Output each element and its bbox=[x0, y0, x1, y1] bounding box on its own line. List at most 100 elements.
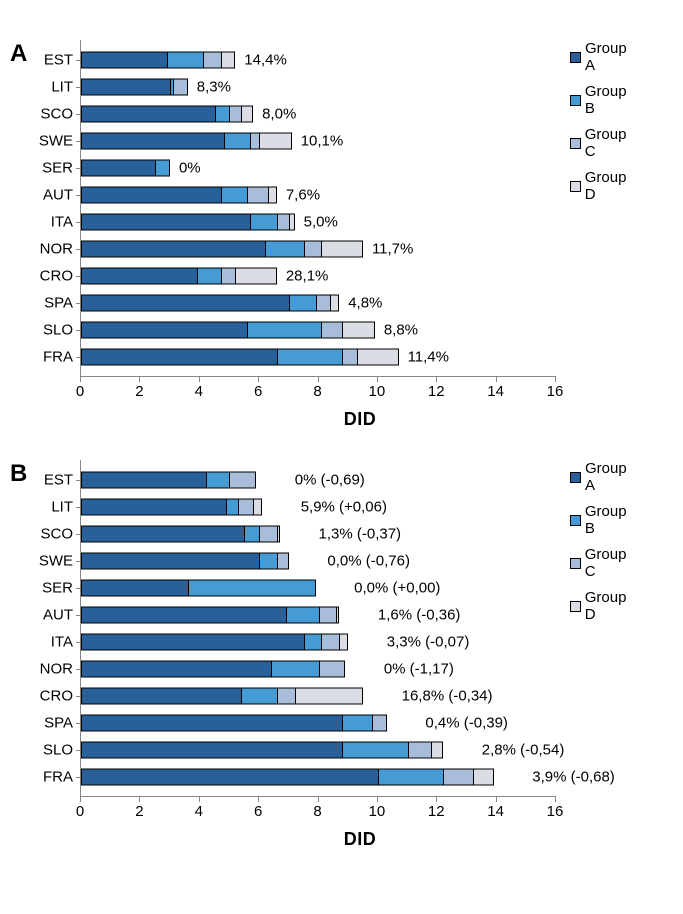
panel-b-label: B bbox=[10, 460, 27, 488]
xtick-label: 4 bbox=[195, 383, 203, 400]
category-label: SCO bbox=[40, 525, 81, 542]
bar-end-label: 3,3% (-0,07) bbox=[387, 633, 470, 650]
bar-end-label: 0% (-0,69) bbox=[295, 471, 365, 488]
bar-track bbox=[81, 660, 345, 677]
panel-b-legend: Group AGroup BGroup CGroup D bbox=[570, 460, 640, 632]
bar-segment bbox=[304, 240, 322, 257]
legend-item: Group C bbox=[570, 126, 640, 160]
bar-segment bbox=[81, 186, 221, 203]
bar-track bbox=[81, 348, 399, 365]
bar-segment bbox=[229, 105, 241, 122]
bar-segment bbox=[81, 714, 342, 731]
category-label: SWE bbox=[39, 552, 81, 569]
bar-segment bbox=[321, 633, 339, 650]
bar-row: EST0% (-0,69) bbox=[81, 466, 556, 493]
bar-row: LIT8,3% bbox=[81, 73, 556, 100]
category-label: LIT bbox=[51, 78, 81, 95]
xtick-label: 0 bbox=[76, 383, 84, 400]
category-label: SLO bbox=[43, 321, 81, 338]
bar-end-label: 16,8% (-0,34) bbox=[402, 687, 493, 704]
bar-segment bbox=[336, 606, 339, 623]
bar-track bbox=[81, 294, 339, 311]
bar-row: CRO28,1% bbox=[81, 262, 556, 289]
bar-end-label: 5,9% (+0,06) bbox=[301, 498, 387, 515]
legend-label: Group A bbox=[585, 460, 640, 494]
bar-end-label: 14,4% bbox=[244, 51, 287, 68]
bar-row: AUT7,6% bbox=[81, 181, 556, 208]
bar-row: FRA11,4% bbox=[81, 343, 556, 370]
bar-segment bbox=[81, 348, 277, 365]
xtick-label: 6 bbox=[254, 803, 262, 820]
bar-track bbox=[81, 498, 262, 515]
bar-segment bbox=[206, 471, 230, 488]
bar-row: SER0,0% (+0,00) bbox=[81, 574, 556, 601]
bar-track bbox=[81, 159, 170, 176]
xtick-label: 16 bbox=[547, 803, 564, 820]
bar-segment bbox=[443, 768, 473, 785]
bar-segment bbox=[271, 660, 319, 677]
bar-track bbox=[81, 132, 292, 149]
legend-swatch bbox=[570, 52, 581, 63]
category-label: SWE bbox=[39, 132, 81, 149]
legend-item: Group B bbox=[570, 503, 640, 537]
bar-row: NOR0% (-1,17) bbox=[81, 655, 556, 682]
xtick-label: 16 bbox=[547, 383, 564, 400]
bar-row: SLO8,8% bbox=[81, 316, 556, 343]
bar-segment bbox=[277, 348, 342, 365]
bar-segment bbox=[319, 660, 346, 677]
bar-segment bbox=[342, 741, 407, 758]
bar-segment bbox=[188, 579, 316, 596]
bar-track bbox=[81, 552, 289, 569]
bar-segment bbox=[81, 606, 286, 623]
bar-segment bbox=[81, 51, 167, 68]
bar-end-label: 0% bbox=[179, 159, 201, 176]
legend-swatch bbox=[570, 558, 581, 569]
bar-row: AUT1,6% (-0,36) bbox=[81, 601, 556, 628]
legend-label: Group C bbox=[585, 126, 640, 160]
bar-end-label: 7,6% bbox=[286, 186, 320, 203]
bar-segment bbox=[81, 660, 271, 677]
bar-track bbox=[81, 606, 339, 623]
bar-segment bbox=[81, 687, 241, 704]
category-label: SCO bbox=[40, 105, 81, 122]
bar-track bbox=[81, 321, 375, 338]
bar-segment bbox=[221, 51, 236, 68]
bar-segment bbox=[342, 321, 375, 338]
category-label: EST bbox=[44, 51, 81, 68]
bar-segment bbox=[247, 186, 268, 203]
xtick-label: 8 bbox=[313, 383, 321, 400]
bar-segment bbox=[235, 267, 277, 284]
bar-segment bbox=[316, 294, 331, 311]
legend-swatch bbox=[570, 601, 581, 612]
bar-segment bbox=[81, 498, 226, 515]
bar-track bbox=[81, 525, 280, 542]
bar-row: SCO8,0% bbox=[81, 100, 556, 127]
category-label: EST bbox=[44, 471, 81, 488]
bar-segment bbox=[81, 267, 197, 284]
bar-track bbox=[81, 240, 363, 257]
legend-label: Group B bbox=[585, 83, 640, 117]
bar-track bbox=[81, 633, 348, 650]
bar-end-label: 8,0% bbox=[262, 105, 296, 122]
category-label: FRA bbox=[43, 768, 81, 785]
bar-segment bbox=[250, 132, 259, 149]
legend-swatch bbox=[570, 138, 581, 149]
bar-row: NOR11,7% bbox=[81, 235, 556, 262]
category-label: NOR bbox=[40, 240, 81, 257]
bar-segment bbox=[342, 714, 372, 731]
bar-segment bbox=[81, 78, 170, 95]
xtick-label: 0 bbox=[76, 803, 84, 820]
xtick-label: 6 bbox=[254, 383, 262, 400]
legend-item: Group B bbox=[570, 83, 640, 117]
bar-row: SPA4,8% bbox=[81, 289, 556, 316]
category-label: CRO bbox=[40, 267, 81, 284]
bar-end-label: 28,1% bbox=[286, 267, 329, 284]
bar-segment bbox=[268, 186, 277, 203]
bar-segment bbox=[289, 294, 316, 311]
bar-segment bbox=[221, 186, 248, 203]
panel-a-xaxis: 0246810121416 bbox=[80, 377, 555, 407]
xtick-label: 14 bbox=[487, 383, 504, 400]
bar-segment bbox=[197, 267, 221, 284]
bar-row: SCO1,3% (-0,37) bbox=[81, 520, 556, 547]
bar-end-label: 1,3% (-0,37) bbox=[319, 525, 402, 542]
